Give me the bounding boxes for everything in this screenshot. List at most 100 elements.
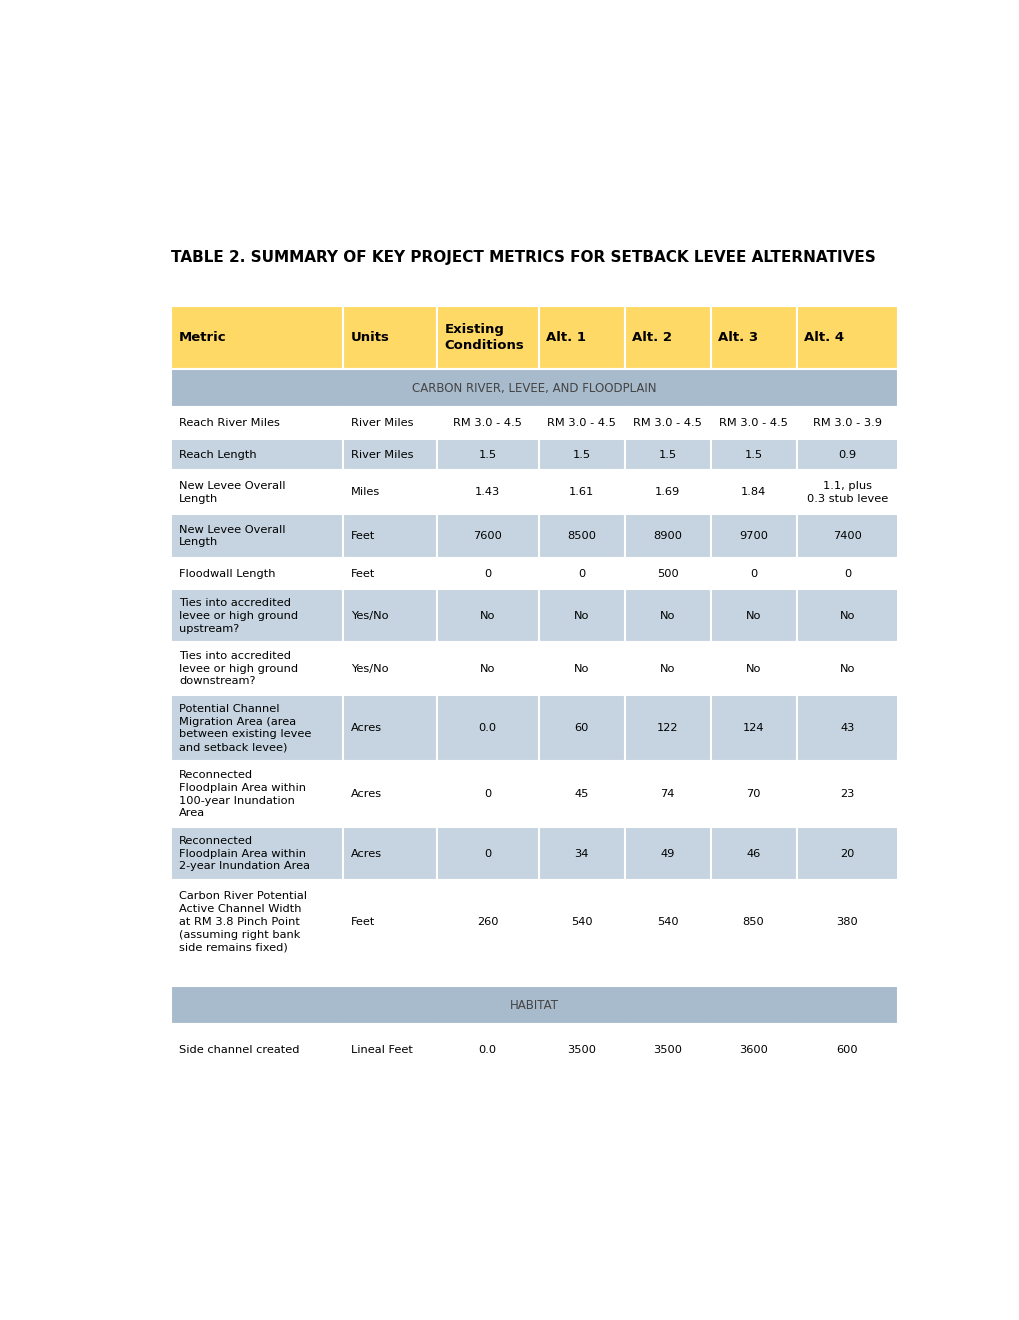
Text: TABLE 2. SUMMARY OF KEY PROJECT METRICS FOR SETBACK LEVEE ALTERNATIVES: TABLE 2. SUMMARY OF KEY PROJECT METRICS … xyxy=(171,249,875,265)
Text: 500: 500 xyxy=(656,569,678,578)
Bar xyxy=(624,440,710,470)
Text: 8900: 8900 xyxy=(652,531,682,541)
Bar xyxy=(436,762,538,828)
Text: 7600: 7600 xyxy=(473,531,501,541)
Text: 0: 0 xyxy=(484,849,491,858)
Text: No: No xyxy=(745,664,760,673)
Text: Acres: Acres xyxy=(351,849,382,858)
Bar xyxy=(171,558,342,589)
Text: Feet: Feet xyxy=(351,531,375,541)
Text: 850: 850 xyxy=(742,916,763,927)
Bar xyxy=(796,589,898,643)
Bar xyxy=(538,828,624,880)
Bar xyxy=(624,1024,710,1076)
Bar xyxy=(436,515,538,558)
Text: Reach Length: Reach Length xyxy=(178,450,256,459)
Bar xyxy=(342,696,436,762)
Text: 0.0: 0.0 xyxy=(478,723,496,733)
Text: 1.43: 1.43 xyxy=(475,487,500,498)
Text: Yes/No: Yes/No xyxy=(351,611,388,620)
Bar xyxy=(538,643,624,696)
Text: 20: 20 xyxy=(840,849,854,858)
Bar xyxy=(796,306,898,368)
Text: 540: 540 xyxy=(571,916,592,927)
Bar xyxy=(171,306,342,368)
Text: RM 3.0 - 4.5: RM 3.0 - 4.5 xyxy=(718,418,788,428)
Bar xyxy=(796,828,898,880)
Text: Side channel created: Side channel created xyxy=(178,1045,300,1055)
Bar xyxy=(796,1024,898,1076)
Bar xyxy=(710,306,796,368)
Bar xyxy=(171,515,342,558)
Bar xyxy=(624,470,710,515)
Text: 43: 43 xyxy=(840,723,854,733)
Text: RM 3.0 - 3.9: RM 3.0 - 3.9 xyxy=(812,418,881,428)
Bar xyxy=(710,1024,796,1076)
Bar xyxy=(538,408,624,440)
Bar xyxy=(710,558,796,589)
Bar xyxy=(342,408,436,440)
Text: RM 3.0 - 4.5: RM 3.0 - 4.5 xyxy=(452,418,522,428)
Bar xyxy=(538,696,624,762)
Bar xyxy=(624,880,710,964)
Text: 600: 600 xyxy=(836,1045,857,1055)
Bar xyxy=(538,440,624,470)
Bar xyxy=(796,643,898,696)
Text: RM 3.0 - 4.5: RM 3.0 - 4.5 xyxy=(633,418,701,428)
Text: Lineal Feet: Lineal Feet xyxy=(351,1045,413,1055)
Text: 45: 45 xyxy=(574,789,588,799)
Text: 0: 0 xyxy=(749,569,756,578)
Bar xyxy=(436,440,538,470)
Text: Ties into accredited
levee or high ground
downstream?: Ties into accredited levee or high groun… xyxy=(178,651,298,686)
Text: 49: 49 xyxy=(659,849,675,858)
Bar xyxy=(436,589,538,643)
Bar xyxy=(710,762,796,828)
Text: 46: 46 xyxy=(746,849,760,858)
Bar xyxy=(796,558,898,589)
Text: 3500: 3500 xyxy=(567,1045,595,1055)
Bar xyxy=(342,558,436,589)
Bar xyxy=(342,440,436,470)
Bar xyxy=(710,880,796,964)
Text: 1.5: 1.5 xyxy=(658,450,676,459)
Text: RM 3.0 - 4.5: RM 3.0 - 4.5 xyxy=(546,418,615,428)
Text: 1.61: 1.61 xyxy=(569,487,594,498)
Bar xyxy=(538,762,624,828)
Bar xyxy=(624,696,710,762)
Text: 60: 60 xyxy=(574,723,588,733)
Bar xyxy=(624,515,710,558)
Bar xyxy=(171,470,342,515)
Bar xyxy=(624,762,710,828)
Bar xyxy=(796,762,898,828)
Bar xyxy=(796,440,898,470)
Text: Alt. 2: Alt. 2 xyxy=(632,331,672,343)
Bar xyxy=(436,696,538,762)
Bar xyxy=(538,306,624,368)
Text: No: No xyxy=(480,611,495,620)
Bar xyxy=(538,515,624,558)
Bar xyxy=(436,306,538,368)
Bar xyxy=(171,828,342,880)
Bar xyxy=(171,880,342,964)
Bar xyxy=(171,589,342,643)
Text: No: No xyxy=(659,664,675,673)
Text: 0: 0 xyxy=(484,569,491,578)
Bar xyxy=(436,828,538,880)
Bar xyxy=(624,828,710,880)
Text: New Levee Overall
Length: New Levee Overall Length xyxy=(178,480,285,504)
Text: 7400: 7400 xyxy=(833,531,861,541)
Bar xyxy=(710,408,796,440)
Text: Acres: Acres xyxy=(351,723,382,733)
Text: 380: 380 xyxy=(836,916,857,927)
Bar xyxy=(171,440,342,470)
Text: 122: 122 xyxy=(656,723,678,733)
Bar xyxy=(171,1024,342,1076)
Text: Alt. 1: Alt. 1 xyxy=(546,331,586,343)
Bar xyxy=(710,440,796,470)
Text: Reach River Miles: Reach River Miles xyxy=(178,418,279,428)
Bar xyxy=(796,408,898,440)
Bar xyxy=(342,515,436,558)
Bar xyxy=(538,1024,624,1076)
Bar xyxy=(342,306,436,368)
Text: Miles: Miles xyxy=(351,487,380,498)
